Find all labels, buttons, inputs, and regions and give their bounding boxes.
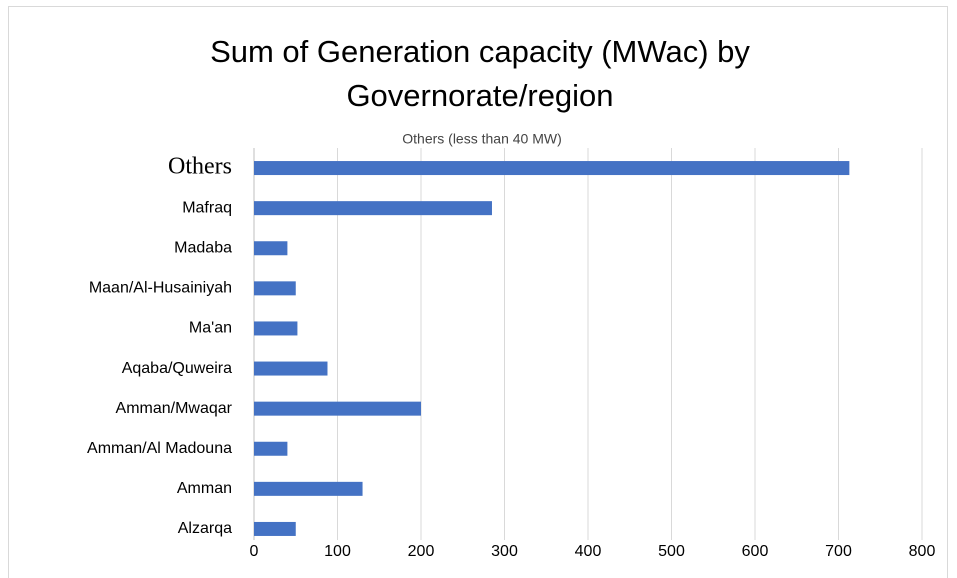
bar (254, 161, 850, 176)
chart-frame (8, 6, 948, 578)
x-tick-label: 400 (575, 543, 602, 560)
x-tick-label: 500 (658, 543, 685, 560)
x-tick-label: 800 (909, 543, 936, 560)
bar (254, 521, 296, 536)
bar (254, 481, 363, 496)
y-tick-label: Amman/Al Madouna (87, 440, 232, 457)
y-tick-label: Amman/Mwaqar (116, 400, 233, 417)
y-tick-label: Others (168, 154, 232, 180)
bar (254, 201, 492, 216)
bar (254, 241, 288, 256)
chart-title: Sum of Generation capacity (MWac) by Gov… (210, 34, 750, 113)
y-tick-label: Ma'an (189, 320, 232, 337)
x-tick-label: 700 (825, 543, 852, 560)
chart-subtitle: Others (less than 40 MW) (402, 131, 562, 147)
x-tick-label: 0 (250, 543, 259, 560)
x-tick-label: 300 (491, 543, 518, 560)
y-tick-label: Mafraq (182, 199, 232, 216)
y-tick-label: Maan/Al-Husainiyah (89, 280, 232, 297)
bar (254, 361, 328, 376)
bar (254, 281, 296, 296)
y-tick-label: Aqaba/Quweira (122, 360, 232, 377)
x-tick-label: 200 (408, 543, 435, 560)
y-tick-label: Alzarqa (178, 520, 232, 537)
y-tick-label: Amman (177, 480, 232, 497)
x-tick-label: 100 (324, 543, 351, 560)
bar (254, 401, 421, 416)
bar (254, 441, 288, 456)
x-tick-label: 600 (742, 543, 769, 560)
y-tick-label: Madaba (174, 239, 232, 256)
bar (254, 321, 298, 336)
